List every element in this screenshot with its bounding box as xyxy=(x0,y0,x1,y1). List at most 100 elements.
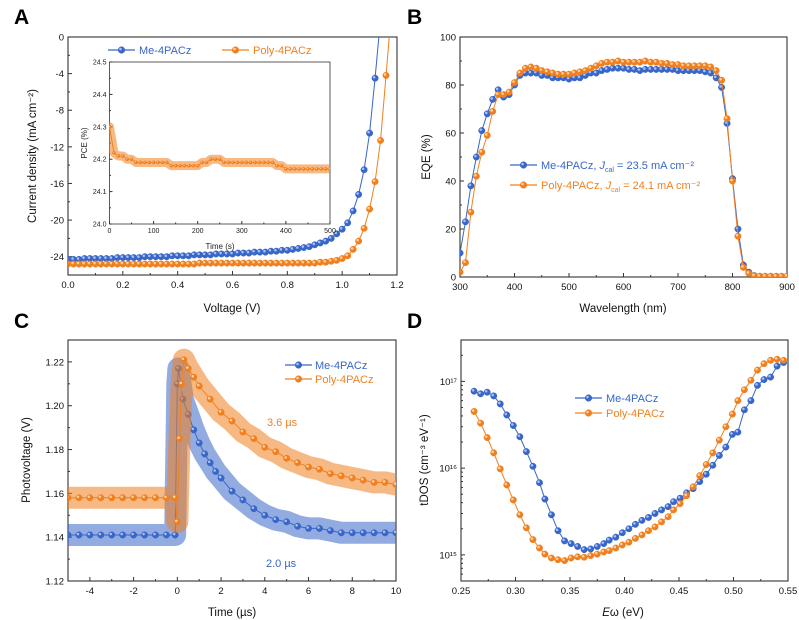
marker-dot xyxy=(344,252,352,260)
panel-a-inset-pce-chart: 0 100 200 300 400 500 24.0 24.1 24.2 24.3 24.4 24.5 xyxy=(93,60,336,236)
marker-highlight xyxy=(180,261,184,265)
marker-dot xyxy=(178,380,186,388)
marker-dot xyxy=(371,74,379,82)
marker-highlight xyxy=(284,167,287,170)
marker-dot xyxy=(722,423,730,431)
marker-dot xyxy=(702,470,710,478)
marker-highlight xyxy=(126,255,129,258)
marker-highlight xyxy=(285,248,288,251)
marker-highlight xyxy=(311,167,313,170)
data-point xyxy=(625,525,633,533)
marker-dot xyxy=(760,376,768,384)
marker-highlight xyxy=(328,528,331,531)
data-point xyxy=(209,157,213,162)
legend-label-poly: Poly-4PACz xyxy=(606,408,664,420)
marker-highlight xyxy=(626,67,630,70)
marker-highlight xyxy=(76,495,80,499)
plot-frame xyxy=(67,339,397,582)
data-point xyxy=(310,167,315,171)
data-point xyxy=(503,481,511,489)
data-point xyxy=(548,511,555,519)
data-point xyxy=(97,531,105,539)
marker-highlight xyxy=(633,522,636,525)
data-point xyxy=(587,545,595,553)
data-point xyxy=(349,207,357,215)
marker-highlight xyxy=(491,450,495,454)
data-point xyxy=(229,250,236,258)
data-point xyxy=(489,95,497,103)
data-point xyxy=(217,157,222,162)
marker-highlight xyxy=(186,253,189,257)
marker-dot xyxy=(250,505,258,513)
data-point xyxy=(543,68,551,76)
data-point xyxy=(253,160,257,165)
marker-highlight xyxy=(240,429,244,433)
marker-highlight xyxy=(197,252,200,256)
data-point xyxy=(747,376,755,384)
marker-highlight xyxy=(735,233,739,237)
marker-dot xyxy=(509,496,517,504)
data-point xyxy=(305,463,312,471)
data-point xyxy=(229,259,236,267)
marker-highlight xyxy=(200,161,203,163)
data-point xyxy=(135,260,143,268)
marker-highlight xyxy=(296,376,299,380)
marker-highlight xyxy=(153,261,157,265)
marker-dot xyxy=(316,524,323,532)
data-point xyxy=(392,529,396,537)
legend-label-me: Me-4PACz xyxy=(139,45,191,57)
marker-dot xyxy=(231,46,240,54)
data-point xyxy=(651,523,659,531)
data-point xyxy=(366,129,374,137)
plot-area xyxy=(109,122,330,174)
marker-highlight xyxy=(143,161,145,163)
data-point xyxy=(598,67,606,75)
marker-highlight xyxy=(632,59,635,63)
x-tick-label: 0.45 xyxy=(670,586,689,597)
marker-highlight xyxy=(653,59,657,63)
data-point xyxy=(305,243,313,251)
marker-highlight xyxy=(179,381,183,385)
data-point xyxy=(272,516,280,524)
data-point xyxy=(567,554,575,562)
marker-dot xyxy=(228,417,236,425)
marker-dot xyxy=(567,540,575,548)
marker-highlight xyxy=(219,260,222,264)
data-point xyxy=(108,494,116,502)
data-point xyxy=(355,190,363,198)
data-point xyxy=(593,550,601,558)
marker-dot xyxy=(467,182,475,190)
marker-dot xyxy=(718,76,726,84)
marker-dot xyxy=(734,428,742,436)
marker-highlight xyxy=(511,497,514,501)
marker-dot xyxy=(780,356,788,364)
marker-dot xyxy=(142,160,147,165)
data-point xyxy=(462,218,469,226)
marker-dot xyxy=(141,531,148,539)
marker-highlight xyxy=(87,532,91,536)
data-point xyxy=(734,232,742,240)
marker-dot xyxy=(319,167,324,171)
marker-highlight xyxy=(68,495,69,498)
data-point xyxy=(314,167,319,171)
data-point xyxy=(747,397,755,405)
x-tick-label: 0.25 xyxy=(452,586,471,597)
marker-dot xyxy=(554,527,562,535)
marker-highlight xyxy=(468,183,472,187)
marker-highlight xyxy=(491,393,495,397)
data-point xyxy=(333,230,341,238)
marker-dot xyxy=(160,160,165,165)
marker-highlight xyxy=(175,519,178,523)
marker-dot xyxy=(178,163,182,168)
marker-highlight xyxy=(367,206,370,210)
marker-highlight xyxy=(76,257,80,260)
marker-dot xyxy=(740,386,748,394)
marker-highlight xyxy=(131,532,134,536)
data-point xyxy=(509,496,517,504)
marker-highlight xyxy=(115,261,118,265)
marker-dot xyxy=(266,160,271,165)
data-point xyxy=(235,160,240,165)
marker-highlight xyxy=(633,536,636,539)
marker-dot xyxy=(707,63,715,71)
